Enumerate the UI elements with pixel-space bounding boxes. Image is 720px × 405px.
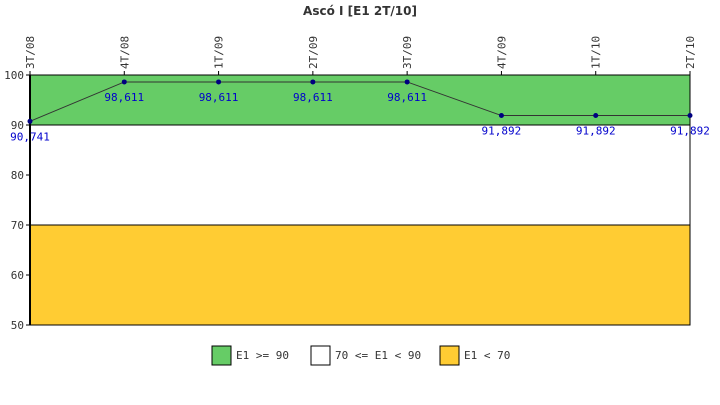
- data-label-7: 91,892: [670, 125, 710, 138]
- legend-swatch-1: [310, 345, 331, 366]
- data-label-0: 90,741: [10, 130, 50, 143]
- y-tick-label-3: 80: [11, 169, 24, 182]
- legend-label-0: E1 >= 90: [236, 349, 289, 362]
- legend: E1 >= 90 70 <= E1 < 90 E1 < 70: [211, 345, 510, 366]
- data-point-7: [687, 113, 693, 119]
- data-label-3: 98,611: [293, 91, 333, 104]
- legend-label-2: E1 < 70: [464, 349, 510, 362]
- data-label-2: 98,611: [199, 91, 239, 104]
- x-tick-label-5: 4T/09: [495, 36, 508, 69]
- band-0: [29, 74, 691, 126]
- data-point-1: [121, 79, 127, 85]
- data-label-4: 98,611: [387, 91, 427, 104]
- legend-label-1: 70 <= E1 < 90: [335, 349, 421, 362]
- y-tick-label-4: 90: [11, 119, 24, 132]
- data-point-0: [27, 118, 33, 124]
- x-tick-label-2: 1T/09: [213, 36, 226, 69]
- data-labels: 90,741 98,611 98,611 98,611 98,611 91,892 91,8…: [10, 91, 710, 143]
- y-tick-label-5: 100: [4, 69, 24, 82]
- legend-swatch-0: [211, 345, 232, 366]
- data-point-4: [404, 79, 410, 85]
- x-tick-label-3: 2T/09: [307, 36, 320, 69]
- series-line-group: [27, 79, 693, 124]
- y-tick-label-2: 70: [11, 219, 24, 232]
- band-2: [29, 224, 691, 326]
- data-label-6: 91,892: [576, 125, 616, 138]
- x-tick-label-0: 3T/08: [24, 36, 37, 69]
- legend-swatch-2: [439, 345, 460, 366]
- data-label-1: 98,611: [104, 91, 144, 104]
- x-tick-label-7: 2T/10: [684, 36, 697, 69]
- series-line-0: [29, 81, 690, 122]
- data-point-6: [593, 113, 599, 119]
- data-point-2: [216, 79, 222, 85]
- y-tick-label-1: 60: [11, 269, 24, 282]
- x-tick-label-6: 1T/10: [590, 36, 603, 69]
- y-tick-label-0: 50: [11, 319, 24, 332]
- data-point-3: [310, 79, 316, 85]
- chart-title: Ascó I [E1 2T/10]: [303, 4, 417, 18]
- threshold-bands: [29, 74, 691, 326]
- x-tick-label-4: 3T/09: [401, 36, 414, 69]
- band-1: [29, 124, 691, 226]
- data-point-5: [498, 113, 504, 119]
- x-tick-label-1: 4T/08: [118, 36, 131, 69]
- data-label-5: 91,892: [482, 125, 522, 138]
